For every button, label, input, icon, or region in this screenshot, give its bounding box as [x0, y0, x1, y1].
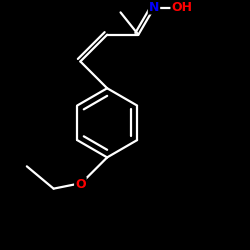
Text: N: N: [149, 0, 159, 14]
Text: O: O: [75, 178, 86, 191]
Text: OH: OH: [172, 2, 192, 15]
